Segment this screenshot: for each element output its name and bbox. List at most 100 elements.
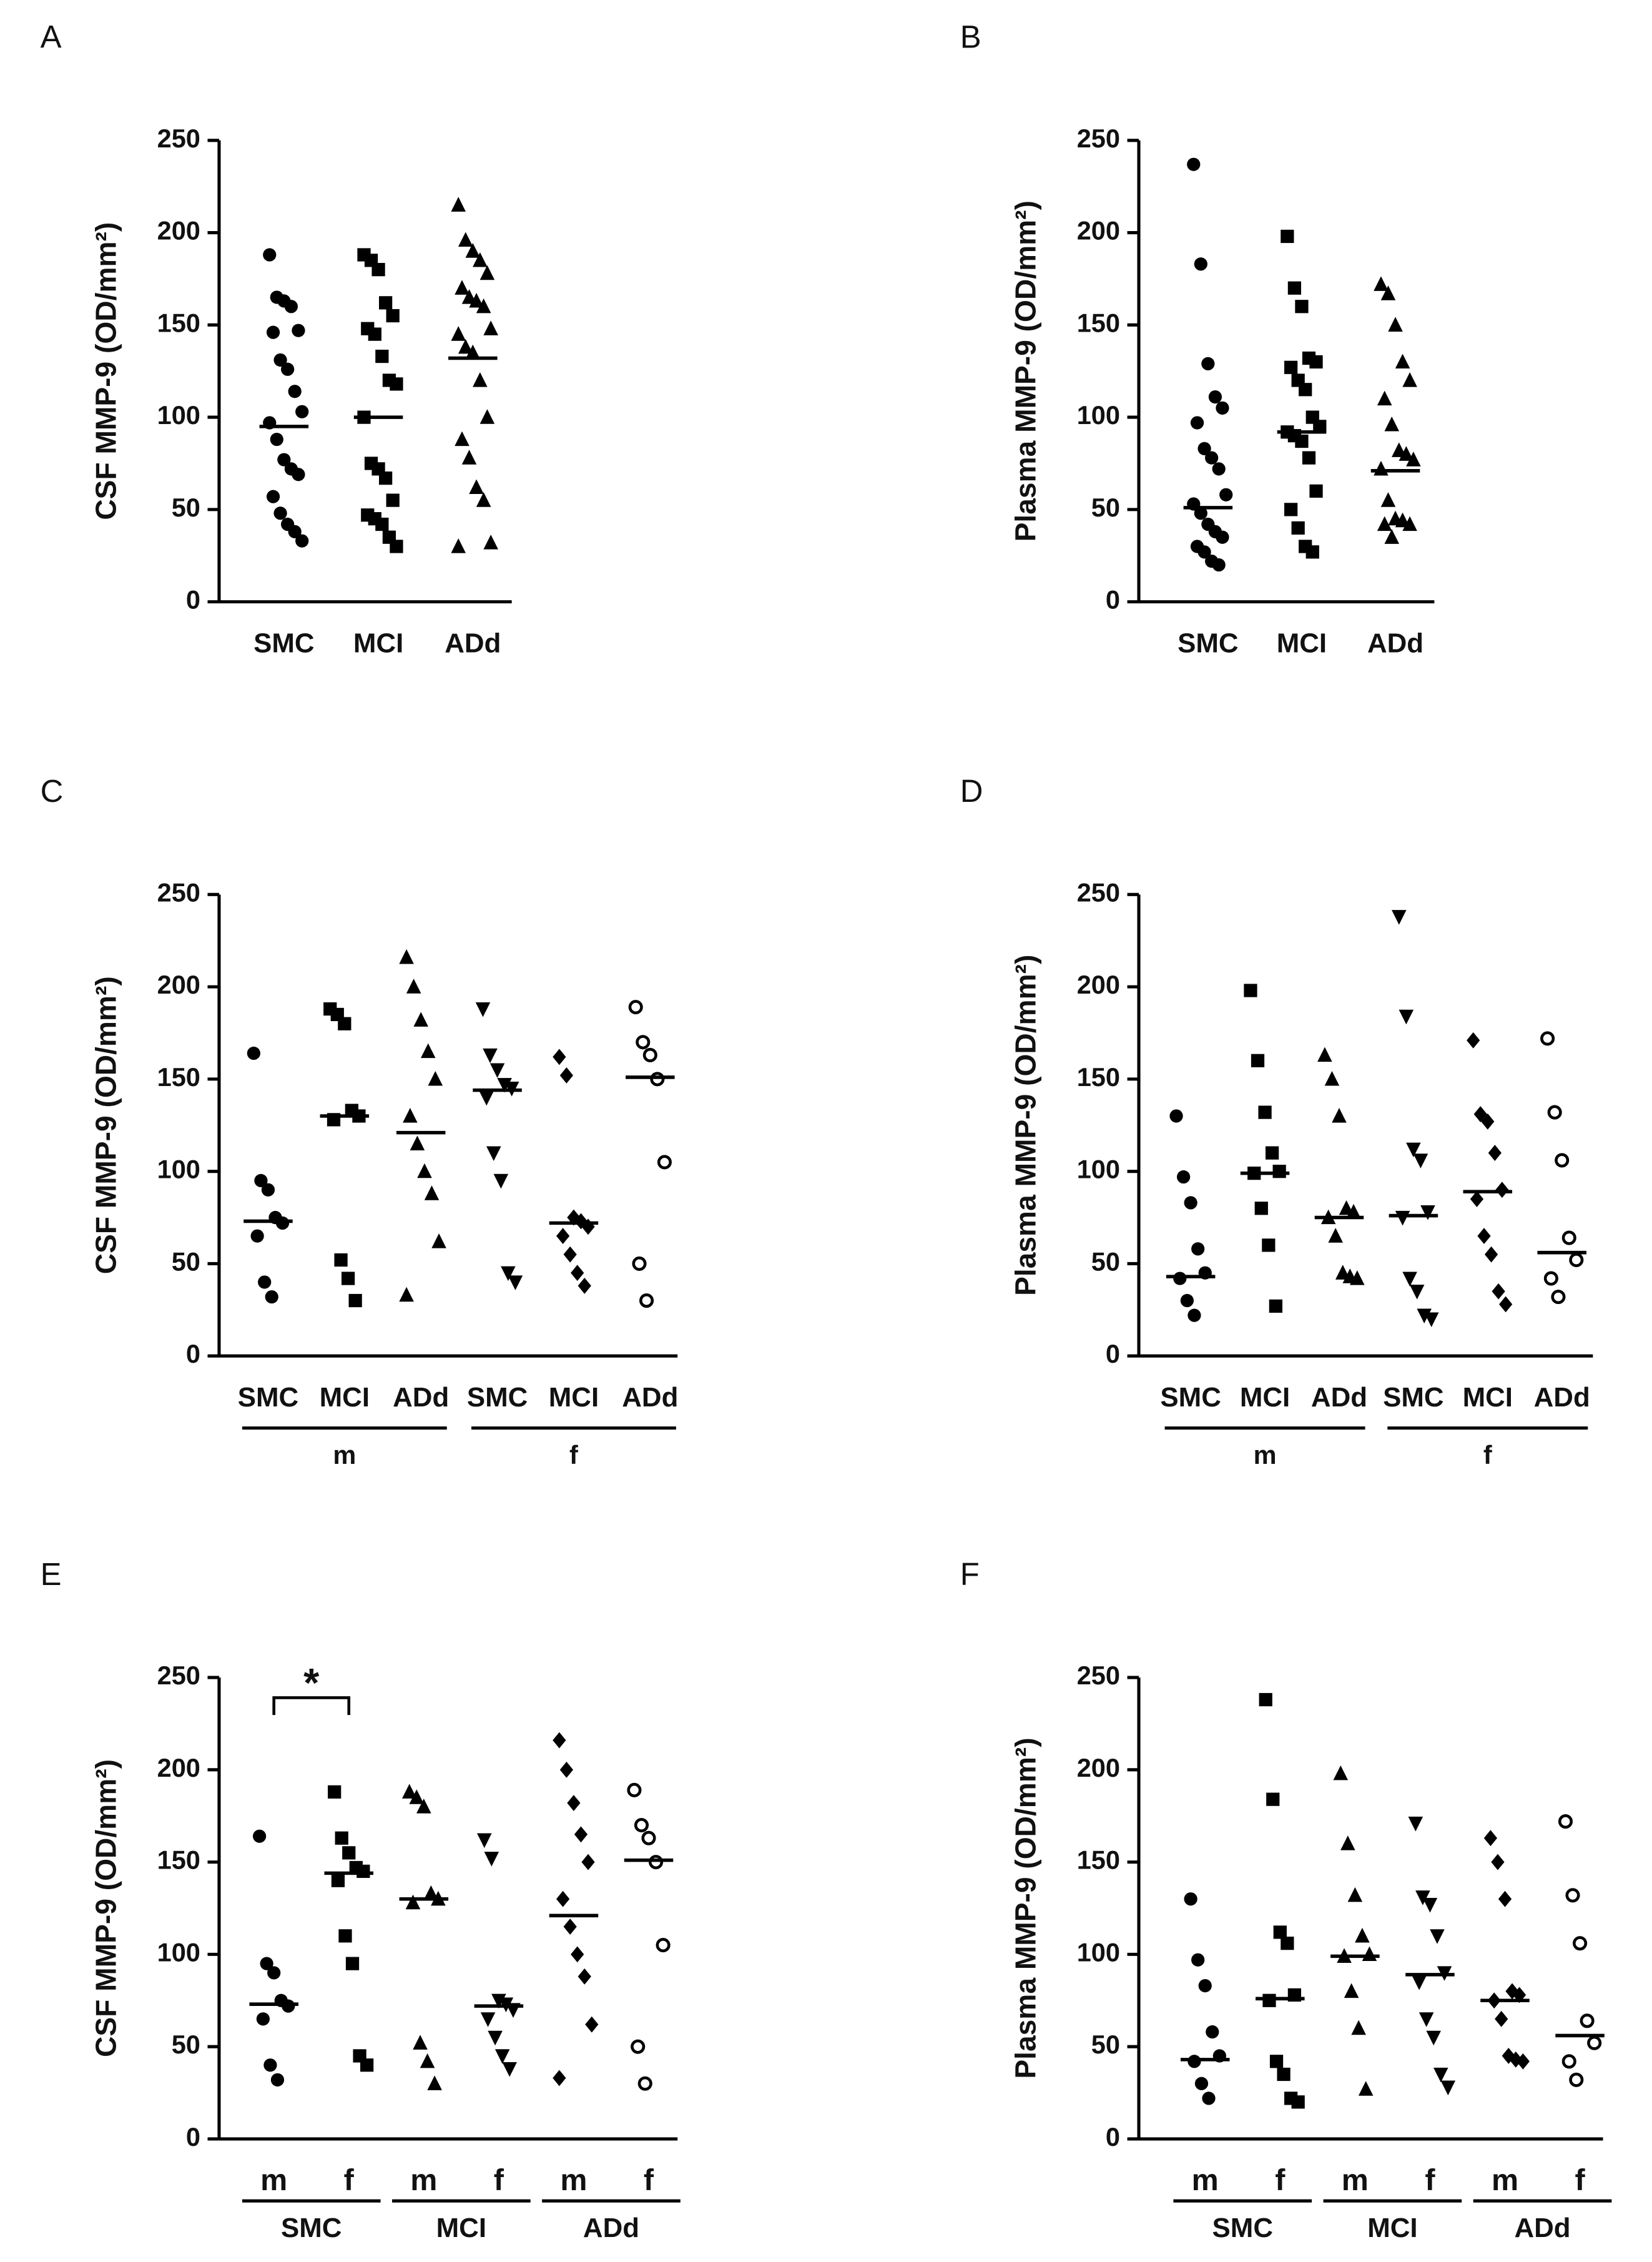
point [639,1293,654,1308]
point [1194,2077,1209,2090]
point [1340,1835,1355,1850]
point [403,1108,418,1123]
point [1580,2013,1595,2028]
point [1433,2067,1448,2083]
point [399,1287,414,1302]
x-tick-label: m [1492,2163,1518,2197]
point [1317,1047,1332,1062]
point [1481,1113,1495,1130]
point [556,1228,570,1245]
point [1254,1202,1268,1215]
y-tick-label: 100 [1077,1937,1120,1967]
x-tick-label: m [560,2163,587,2197]
point [458,338,473,354]
point [480,2012,496,2027]
y-tick-label: 250 [1077,1661,1120,1690]
point [581,1218,595,1235]
point [1205,451,1219,465]
point [334,1253,348,1267]
point [1492,1283,1505,1300]
point [1426,2030,1441,2046]
point [1244,984,1257,997]
point [637,2076,652,2091]
point [256,2012,270,2026]
point [461,450,477,465]
point [1399,1009,1414,1025]
y-tick-label: 150 [1077,1845,1120,1875]
point [1408,1816,1423,1832]
point [292,323,305,337]
y-axis-label: Plasma MMP-9 (OD/mm²) [1009,1737,1041,2078]
point [1358,2081,1374,2096]
group-label: ADd [1514,2213,1570,2243]
x-tick-label: SMC [253,628,314,658]
point [1402,516,1417,531]
x-tick-label: f [644,2163,654,2197]
point [288,525,302,538]
panel-label: D [960,773,983,809]
x-tick-label: MCI [1277,628,1327,658]
panel-label: B [960,19,981,55]
point [328,1785,342,1799]
point [1430,1929,1445,1944]
point [1547,1105,1562,1120]
point [413,2035,428,2050]
point [502,2062,517,2077]
x-tick-label: m [260,2163,287,2197]
point [563,1919,577,1935]
y-axis-label: Plasma MMP-9 (OD/mm²) [1009,955,1041,1296]
point [473,252,488,267]
point [494,2049,510,2064]
y-tick-label: 0 [186,1339,200,1368]
y-tick-label: 50 [1091,1247,1120,1276]
x-tick-label: SMC [1383,1382,1443,1413]
point [1208,390,1222,404]
group-label: m [333,1440,356,1469]
y-tick-label: 150 [1077,308,1120,337]
point [295,534,309,548]
point [1269,2055,1284,2068]
point [417,1163,432,1178]
point [483,320,498,335]
point [1355,1927,1370,1943]
point [451,326,466,341]
point [469,292,484,308]
panel-label: A [41,19,62,55]
point [270,432,283,447]
y-tick-label: 200 [1077,1753,1120,1782]
point [486,1146,501,1162]
point [479,1090,494,1106]
panel-label: F [960,1556,980,1592]
point [1498,1890,1512,1907]
point [1406,1142,1421,1158]
point [476,492,491,507]
point [1473,1106,1487,1122]
y-tick-label: 150 [1077,1062,1120,1092]
y-tick-label: 200 [157,216,200,245]
point [1347,1887,1363,1902]
point [1499,1296,1513,1313]
point [356,1864,370,1879]
point [488,2030,503,2046]
point [1380,492,1396,507]
point [1313,420,1327,433]
point [1262,1993,1276,2007]
point [338,1017,352,1030]
group-label: SMC [281,2213,342,2243]
panel-label: E [41,1556,62,1592]
point [420,2053,435,2068]
point [1194,257,1207,271]
point [1328,1228,1343,1243]
point [1380,285,1396,300]
point [409,1789,425,1804]
y-tick-label: 0 [186,2122,200,2151]
x-tick-label: MCI [549,1382,599,1413]
y-tick-label: 0 [1106,1339,1120,1368]
point [1169,1109,1183,1123]
y-tick-label: 100 [1077,400,1120,430]
point [1395,353,1410,369]
point [1262,1238,1276,1252]
y-tick-label: 50 [172,2030,200,2059]
point [553,2070,566,2087]
y-tick-label: 50 [172,1247,200,1276]
